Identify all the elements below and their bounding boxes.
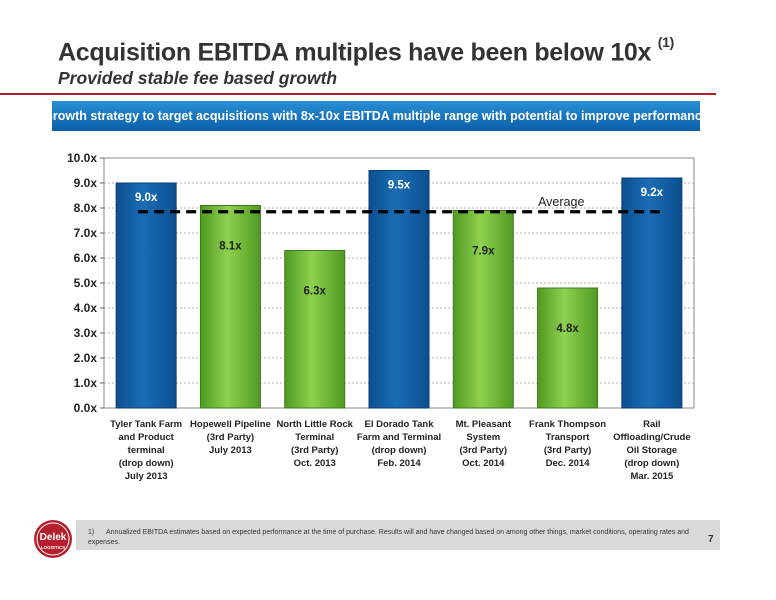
bar — [115, 182, 177, 409]
footnote-text: Annualized EBITDA estimates based on exp… — [88, 529, 689, 546]
page-title: Acquisition EBITDA multiples have been b… — [58, 34, 674, 67]
x-tick-label: Tyler Tank Farm — [110, 419, 182, 430]
y-tick-label: 0.0x — [74, 401, 98, 415]
title-divider — [0, 93, 716, 95]
x-tick-label: (3rd Party) — [291, 445, 339, 456]
y-tick-label: 7.0x — [74, 226, 98, 240]
bar — [199, 205, 261, 409]
x-tick-label: (3rd Party) — [207, 432, 255, 443]
y-tick-label: 2.0x — [74, 351, 98, 365]
ebitda-bar-chart: 0.0x 1.0x 2.0x 3.0x 4.0x 5.0x 6.0x 7.0x 8.0x 9.0x… — [67, 151, 695, 482]
x-tick-label: and Product — [118, 432, 174, 443]
x-tick-label: Frank Thompson — [529, 419, 606, 430]
x-tick-label: July 2013 — [209, 445, 252, 456]
y-tick-label: 1.0x — [74, 376, 98, 390]
y-tick-label: 4.0x — [74, 301, 98, 315]
x-tick-label: (3rd Party) — [544, 445, 592, 456]
x-tick-label: Feb. 2014 — [377, 458, 421, 469]
x-tick-label: Rail — [643, 419, 660, 430]
footnote-number: 1) — [88, 529, 95, 536]
average-label: Average — [538, 195, 584, 209]
y-tick-label: 3.0x — [74, 326, 98, 340]
page-number: 7 — [708, 534, 714, 545]
x-tick-label: (drop down) — [624, 458, 679, 469]
x-tick-label: Terminal — [295, 432, 334, 443]
x-tick-label: Oct. 2014 — [462, 458, 505, 469]
x-tick-label: (drop down) — [372, 445, 427, 456]
bar — [368, 170, 430, 409]
y-tick-label: 6.0x — [74, 251, 98, 265]
x-tick-label: Hopewell Pipeline — [190, 419, 271, 430]
bar — [284, 250, 346, 409]
y-tick-label: 9.0x — [74, 176, 98, 190]
bar — [621, 177, 683, 409]
bar — [452, 210, 514, 409]
x-tick-label: (drop down) — [119, 458, 174, 469]
bar-data-label: 6.3x — [304, 286, 327, 298]
x-tick-label: Mar. 2015 — [630, 471, 673, 482]
bar-data-label: 7.9x — [472, 246, 495, 258]
x-tick-label: Oct. 2013 — [294, 458, 336, 469]
bar — [537, 287, 599, 409]
x-tick-label: (3rd Party) — [460, 445, 508, 456]
footer-bar — [76, 520, 720, 550]
delek-logistics-logo: Delek LOGISTICS — [34, 520, 72, 558]
y-tick-label: 10.0x — [67, 151, 97, 165]
bar-data-label: 8.1x — [219, 241, 242, 253]
bar-data-label: 9.5x — [388, 180, 411, 192]
logo-subtext: LOGISTICS — [41, 545, 65, 550]
y-tick-label: 5.0x — [74, 276, 98, 290]
x-tick-label: El Dorado Tank — [365, 419, 435, 430]
title-footnote-ref: (1) — [657, 34, 675, 50]
x-tick-label: July 2013 — [125, 471, 168, 482]
bar-data-label: 9.2x — [641, 187, 664, 199]
bar-data-label: 4.8x — [556, 323, 579, 335]
x-tick-label: North Little Rock — [276, 419, 353, 430]
strategy-banner: Growth strategy to target acquisitions w… — [43, 101, 709, 131]
y-tick-label: 8.0x — [74, 201, 98, 215]
footnote: 1) Annualized EBITDA estimates based on e… — [88, 528, 698, 548]
x-tick-label: Farm and Terminal — [357, 432, 441, 443]
bar-data-label: 9.0x — [135, 192, 158, 204]
x-tick-label: terminal — [128, 445, 165, 456]
x-tick-label: System — [466, 432, 500, 443]
x-tick-label: Offloading/Crude — [613, 432, 691, 443]
logo-text: Delek — [40, 532, 67, 543]
x-tick-label: Mt. Pleasant — [456, 419, 512, 430]
x-tick-label: Transport — [546, 432, 591, 443]
title-text: Acquisition EBITDA multiples have been b… — [58, 38, 652, 67]
x-tick-label: Oil Storage — [627, 445, 678, 456]
x-tick-label: Dec. 2014 — [546, 458, 591, 469]
page-subtitle: Provided stable fee based growth — [58, 68, 338, 88]
